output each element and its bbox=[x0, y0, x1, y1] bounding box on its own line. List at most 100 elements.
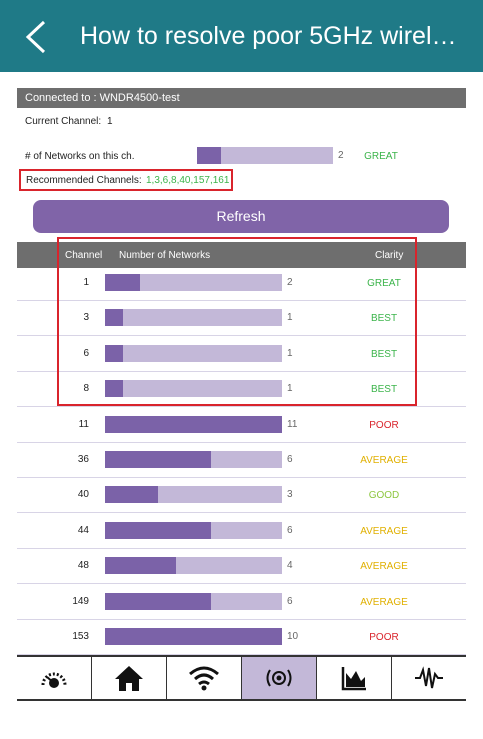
refresh-button[interactable]: Refresh bbox=[33, 200, 449, 233]
recommended-highlight-box bbox=[19, 169, 233, 191]
row-network-bar-fill bbox=[105, 274, 141, 291]
nav-item-signal[interactable] bbox=[392, 657, 466, 699]
row-network-bar-fill bbox=[105, 415, 282, 433]
row-network-bar bbox=[105, 274, 282, 291]
bottom-nav bbox=[17, 655, 466, 701]
row-clarity: POOR bbox=[369, 419, 399, 431]
chart-icon bbox=[341, 667, 366, 691]
row-network-bar bbox=[105, 486, 282, 504]
row-divider bbox=[17, 512, 466, 514]
row-network-bar bbox=[105, 380, 282, 398]
networks-on-channel-fill bbox=[197, 147, 222, 164]
recommended-label: Recommended Channels: bbox=[26, 175, 142, 186]
row-network-bar bbox=[105, 521, 282, 539]
row-clarity: AVERAGE bbox=[360, 525, 408, 537]
row-channel: 149 bbox=[72, 595, 89, 607]
row-divider bbox=[17, 583, 466, 585]
networks-on-channel-bar bbox=[197, 147, 333, 164]
nav-item-chart[interactable] bbox=[317, 657, 392, 699]
row-channel: 3 bbox=[83, 312, 89, 324]
row-network-bar bbox=[105, 628, 282, 645]
table-row: 149 6 AVERAGE bbox=[17, 585, 466, 620]
nav-item-wifi[interactable] bbox=[167, 657, 242, 699]
row-channel: 8 bbox=[83, 383, 89, 395]
table-row: 36 6 AVERAGE bbox=[17, 443, 466, 478]
table-row: 48 4 AVERAGE bbox=[17, 549, 466, 585]
nav-item-home[interactable] bbox=[92, 657, 167, 699]
row-network-bar-fill bbox=[105, 521, 212, 539]
row-network-bar-fill bbox=[105, 486, 159, 504]
connection-panel: Connected to : WNDR4500-test bbox=[17, 88, 466, 108]
row-channel: 40 bbox=[77, 489, 89, 501]
row-network-count: 1 bbox=[287, 312, 293, 324]
row-clarity: AVERAGE bbox=[360, 596, 408, 608]
current-channel-label: Current Channel: bbox=[25, 116, 102, 127]
home-icon bbox=[115, 666, 143, 691]
row-network-bar bbox=[105, 415, 282, 433]
table-row: 153 10 POOR bbox=[17, 620, 466, 655]
row-network-count: 4 bbox=[287, 560, 293, 572]
row-clarity: AVERAGE bbox=[360, 561, 408, 573]
row-clarity: BEST bbox=[370, 348, 398, 360]
speedometer-icon bbox=[41, 672, 67, 688]
row-channel: 44 bbox=[77, 524, 89, 536]
row-network-bar bbox=[105, 451, 282, 468]
row-network-bar-fill bbox=[105, 344, 123, 362]
networks-on-channel-label: # of Networks on this ch. bbox=[25, 151, 135, 162]
row-network-count: 6 bbox=[287, 524, 293, 536]
recommended-value: 1,3,6,8,40,157,161 bbox=[146, 175, 230, 186]
row-network-count: 3 bbox=[287, 489, 293, 501]
row-channel: 6 bbox=[83, 347, 89, 359]
col-number-of-networks: Number of Networks bbox=[119, 250, 211, 261]
row-clarity: BEST bbox=[370, 313, 398, 325]
row-divider bbox=[17, 477, 466, 478]
row-clarity: GOOD bbox=[368, 490, 400, 502]
row-network-bar-fill bbox=[105, 380, 123, 398]
wifi-icon bbox=[189, 666, 219, 691]
row-network-bar bbox=[105, 344, 282, 362]
nav-item-speed[interactable] bbox=[17, 657, 92, 699]
row-network-bar-fill bbox=[105, 451, 212, 468]
row-network-bar-fill bbox=[105, 628, 282, 645]
table-row: 3 1 BEST bbox=[17, 301, 466, 337]
waveform-icon bbox=[415, 666, 443, 689]
page-title: How to resolve poor 5GHz wirel… bbox=[80, 22, 457, 50]
nav-item-channels[interactable] bbox=[242, 657, 317, 699]
row-network-bar-fill bbox=[105, 592, 212, 610]
row-divider bbox=[17, 300, 466, 301]
row-network-count: 2 bbox=[287, 277, 293, 288]
row-clarity: POOR bbox=[369, 632, 399, 643]
row-divider bbox=[17, 654, 466, 655]
networks-on-channel-count: 2 bbox=[338, 150, 344, 161]
radar-icon bbox=[266, 669, 292, 687]
row-divider bbox=[17, 370, 466, 372]
row-clarity: GREAT bbox=[367, 278, 401, 289]
row-network-count: 1 bbox=[287, 383, 293, 395]
table-header: Channel Number of Networks Clarity bbox=[17, 242, 466, 268]
row-clarity: BEST bbox=[370, 384, 398, 396]
row-divider bbox=[17, 547, 466, 549]
col-clarity: Clarity bbox=[375, 250, 404, 261]
row-network-bar-fill bbox=[105, 309, 123, 327]
current-channel-value: 1 bbox=[107, 116, 113, 127]
row-channel: 48 bbox=[77, 560, 89, 572]
chevron-left-icon bbox=[25, 20, 46, 54]
back-button[interactable] bbox=[24, 20, 50, 54]
table-row: 40 3 GOOD bbox=[17, 478, 466, 514]
row-channel: 36 bbox=[77, 454, 89, 465]
row-network-bar-fill bbox=[105, 557, 176, 575]
table-row: 6 1 BEST bbox=[17, 337, 466, 372]
row-network-count: 10 bbox=[287, 631, 299, 642]
col-channel: Channel bbox=[65, 250, 103, 261]
row-network-bar bbox=[105, 592, 282, 610]
app-header: How to resolve poor 5GHz wirel… bbox=[0, 0, 483, 72]
row-network-count: 1 bbox=[287, 347, 293, 359]
row-network-count: 6 bbox=[287, 595, 293, 607]
table-row: 11 11 POOR bbox=[17, 408, 466, 443]
row-channel: 153 bbox=[72, 631, 89, 642]
row-divider bbox=[17, 406, 466, 408]
row-clarity: AVERAGE bbox=[360, 455, 408, 466]
row-channel: 11 bbox=[78, 418, 89, 430]
best-channels-highlight-box bbox=[57, 237, 417, 406]
row-divider bbox=[17, 618, 466, 620]
